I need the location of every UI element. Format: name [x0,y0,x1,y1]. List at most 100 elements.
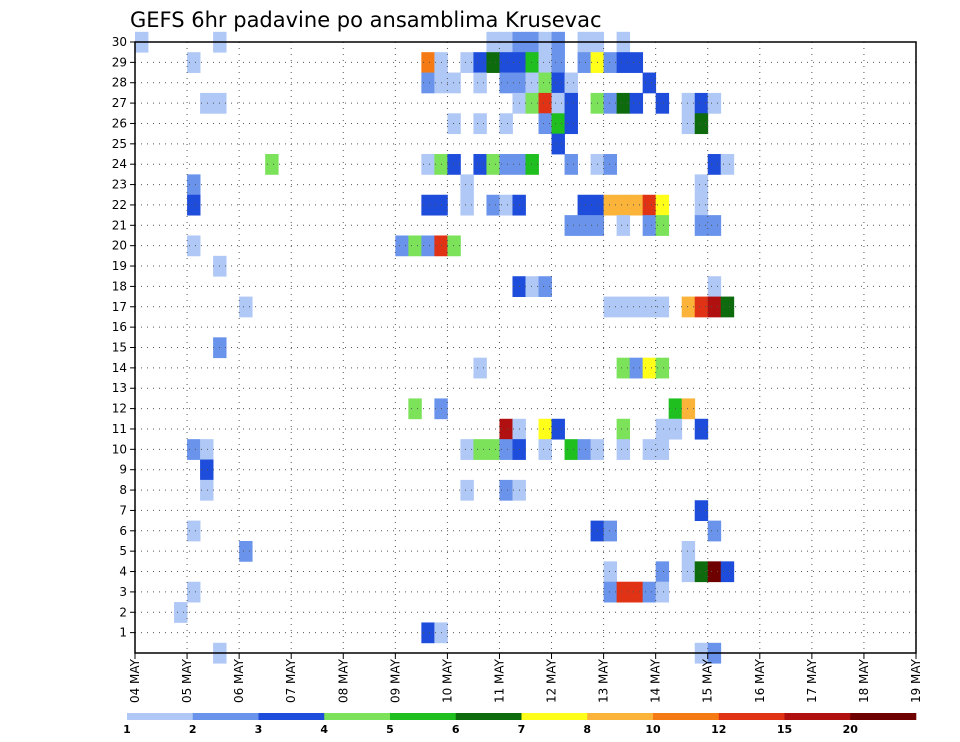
heatmap-cell [577,194,591,216]
heatmap-cell [447,113,461,135]
heatmap-cell [538,52,552,73]
y-tick-label: 26 [112,116,127,130]
colorbar-label: 12 [711,723,726,736]
heatmap-cell [577,215,591,236]
heatmap-cell [265,154,279,175]
heatmap-cell [629,92,644,114]
heatmap-cell [538,92,552,114]
heatmap-cell [564,113,578,135]
heatmap-cell [616,296,631,318]
colorbar-swatch [192,713,259,720]
y-tick-label: 4 [119,565,127,579]
y-tick-label: 17 [112,300,127,314]
heatmap-cell [551,52,565,73]
heatmap-cell [642,215,657,236]
heatmap-cell [642,357,657,379]
grid [134,41,917,653]
heatmap-cell [681,398,696,420]
heatmap-cell [499,439,513,460]
heatmap-cell [525,72,539,94]
x-tick-label: 15 MAY [701,658,715,703]
x-tick-label: 09 MAY [388,658,402,703]
heatmap-cell [616,215,631,236]
y-tick-label: 28 [112,76,127,90]
x-tick-label: 16 MAY [753,658,767,703]
heatmap-cell [681,540,696,562]
heatmap-cell [694,194,709,216]
heatmap-cell [200,439,214,460]
heatmap-cell [655,92,670,114]
heatmap-cell [655,296,670,318]
y-tick-label: 5 [119,544,127,558]
heatmap-cell [707,561,722,583]
y-tick-label: 15 [112,341,127,355]
y-tick-label: 12 [112,402,127,416]
heatmap-cell [473,439,487,460]
heatmap-cell [564,154,578,175]
heatmap-cell [707,276,722,297]
y-tick-label: 25 [112,137,127,151]
colorbar-swatch [258,713,325,720]
x-tick-label: 14 MAY [649,658,663,703]
heatmap-cell [395,235,409,257]
heatmap-cell [525,92,539,114]
heatmap-cell [200,479,214,501]
colorbar-label: 15 [777,723,792,736]
heatmap-cell [681,92,696,114]
heatmap-cell [551,418,565,440]
heatmap-cell [655,418,670,440]
heatmap-cell [707,296,722,318]
colorbar: 1 2 3 4 5 6 7 8 10 12 15 20 [123,713,917,736]
heatmap-cell [551,92,565,114]
y-tick-label: 8 [119,483,127,497]
y-tick-label: 18 [112,279,127,293]
y-tick-label: 22 [112,198,127,212]
heatmap-cell [187,581,201,603]
x-tick-label: 08 MAY [336,658,350,703]
y-tick-label: 10 [112,442,127,456]
heatmap-cell [694,215,709,236]
colorbar-swatch [784,713,851,720]
x-tick-label: 13 MAY [597,658,611,703]
heatmap-cell [642,72,657,94]
y-tick-label: 16 [112,320,127,334]
colorbar-swatch [455,713,522,720]
heatmap-cell [473,113,487,135]
heatmap-cell [486,194,500,216]
heatmap-cell [187,52,201,73]
heatmap-cell [486,154,500,175]
x-tick-label: 19 MAY [909,658,923,703]
heatmap-cell [642,439,657,460]
heatmap-cell [577,52,591,73]
heatmap-cell [239,540,253,562]
heatmap-cell [642,194,657,216]
colorbar-swatch [390,713,457,720]
heatmap-cell [603,154,618,175]
y-tick-label: 20 [112,239,127,253]
heatmap-cell [473,154,487,175]
colorbar-swatch [324,713,391,720]
heatmap-cell [629,296,644,318]
heatmap-cell [525,52,539,73]
heatmap-cell [473,52,487,73]
heatmap-cells [135,31,735,664]
colorbar-label: 6 [452,723,460,736]
heatmap-cell [655,581,670,603]
colorbar-swatch [587,713,654,720]
heatmap-cell [694,113,709,135]
y-tick-label: 29 [112,55,127,69]
heatmap-cell [421,622,435,644]
heatmap-cell [655,357,670,379]
y-tick-label: 27 [112,96,127,110]
heatmap-cell [681,296,696,318]
heatmap-cell [421,194,435,216]
heatmap-cell [551,113,565,135]
heatmap-cell [460,174,474,196]
heatmap-cell [499,479,513,501]
heatmap-cell [603,92,618,114]
colorbar-label: 7 [518,723,526,736]
heatmap-cell [200,459,214,481]
heatmap-cell [694,561,709,583]
heatmap-cell [499,418,513,440]
